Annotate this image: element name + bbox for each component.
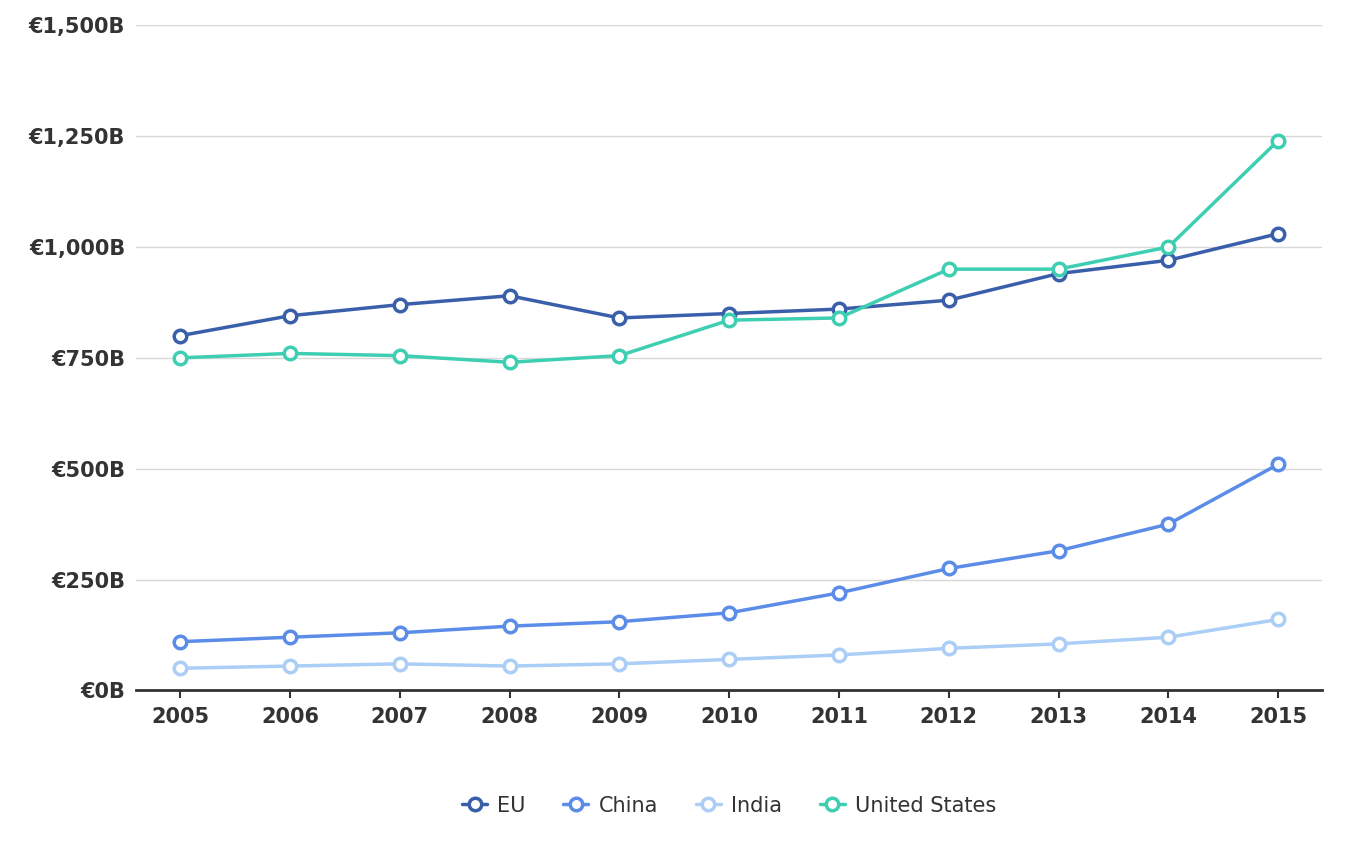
EU [611, 313, 627, 323]
EU [940, 296, 957, 306]
India [721, 654, 737, 664]
India [611, 658, 627, 669]
Legend: EU, China, India, United States: EU, China, India, United States [454, 787, 1005, 824]
China [391, 628, 408, 638]
China [721, 608, 737, 618]
India [1160, 632, 1176, 642]
United States [721, 315, 737, 325]
China [502, 621, 518, 632]
India [391, 658, 408, 669]
China [1270, 459, 1287, 469]
United States [172, 353, 188, 363]
India [831, 650, 848, 660]
Line: United States: United States [174, 135, 1284, 369]
China [940, 563, 957, 573]
China [172, 637, 188, 647]
United States [831, 313, 848, 323]
United States [391, 350, 408, 360]
United States [502, 357, 518, 367]
China [611, 616, 627, 626]
EU [502, 290, 518, 301]
India [502, 661, 518, 671]
United States [611, 350, 627, 360]
India [172, 663, 188, 674]
Line: China: China [174, 458, 1284, 647]
China [1051, 546, 1067, 556]
China [282, 632, 298, 642]
China [831, 588, 848, 598]
India [1051, 639, 1067, 649]
United States [1051, 264, 1067, 274]
EU [172, 331, 188, 341]
India [1270, 615, 1287, 625]
EU [282, 311, 298, 321]
India [282, 661, 298, 671]
Line: EU: EU [174, 227, 1284, 342]
United States [1270, 136, 1287, 146]
China [1160, 519, 1176, 530]
EU [1051, 269, 1067, 279]
EU [831, 304, 848, 314]
EU [1160, 255, 1176, 265]
United States [940, 264, 957, 274]
EU [721, 308, 737, 318]
EU [1270, 229, 1287, 239]
Line: India: India [174, 613, 1284, 674]
United States [282, 349, 298, 359]
EU [391, 300, 408, 310]
United States [1160, 242, 1176, 252]
India [940, 643, 957, 653]
